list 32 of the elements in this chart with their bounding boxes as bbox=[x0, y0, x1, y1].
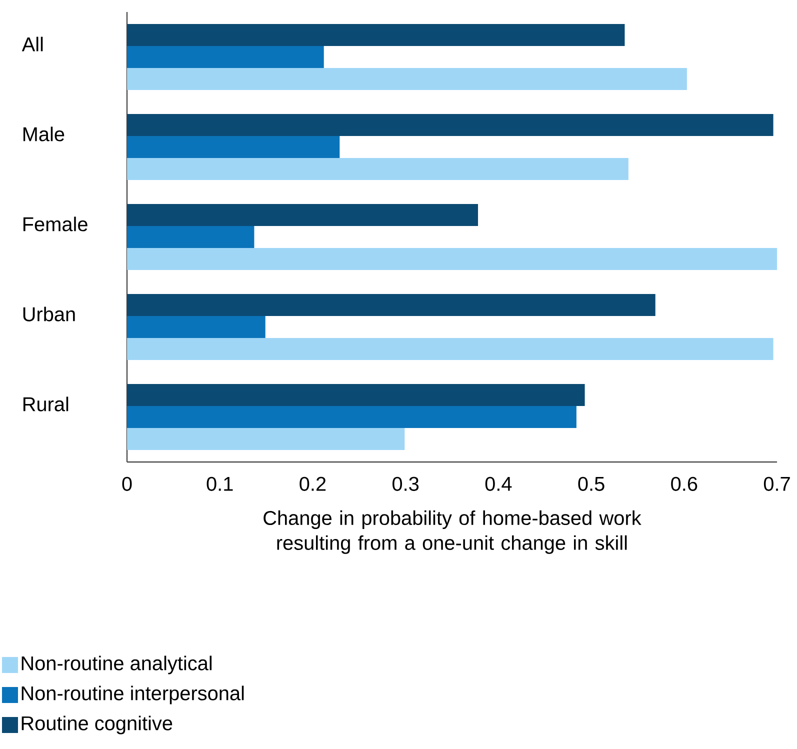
y-tick-label: Urban bbox=[23, 306, 75, 322]
bar bbox=[127, 248, 778, 270]
bar bbox=[127, 24, 625, 46]
x-tick-label: 0.7 bbox=[764, 476, 790, 491]
bar bbox=[127, 338, 774, 360]
bar bbox=[127, 46, 324, 68]
legend-label: Non-routine analytical bbox=[22, 656, 212, 674]
x-axis-title: Change in probability of home-based work resulting from a one-unit change in skill bbox=[264, 510, 642, 554]
legend-label: Non-routine interpersonal bbox=[22, 686, 244, 704]
bar bbox=[127, 136, 340, 158]
bar bbox=[127, 204, 478, 226]
bar bbox=[127, 428, 405, 450]
bar bbox=[127, 406, 576, 428]
x-tick-label: 0 bbox=[122, 476, 132, 491]
x-tick-label: 0.4 bbox=[485, 476, 512, 491]
x-tick-label: 0.2 bbox=[300, 476, 326, 491]
y-tick-label: Male bbox=[23, 126, 64, 142]
x-tick-label: 0.1 bbox=[206, 476, 233, 491]
bar bbox=[127, 226, 254, 248]
y-tick-label: Female bbox=[23, 216, 88, 232]
y-tick-label: All bbox=[22, 36, 43, 52]
x-tick-label: 0.5 bbox=[578, 476, 604, 491]
bar bbox=[127, 114, 774, 136]
x-tick-label: 0.6 bbox=[671, 476, 698, 491]
x-tick-label: 0.3 bbox=[392, 476, 419, 491]
bar bbox=[127, 68, 687, 90]
bar bbox=[127, 294, 656, 316]
bar bbox=[127, 316, 266, 338]
y-tick-label: Rural bbox=[23, 396, 68, 412]
bar bbox=[127, 158, 628, 180]
bar bbox=[127, 384, 585, 406]
legend-label: Routine cognitive bbox=[22, 716, 172, 734]
